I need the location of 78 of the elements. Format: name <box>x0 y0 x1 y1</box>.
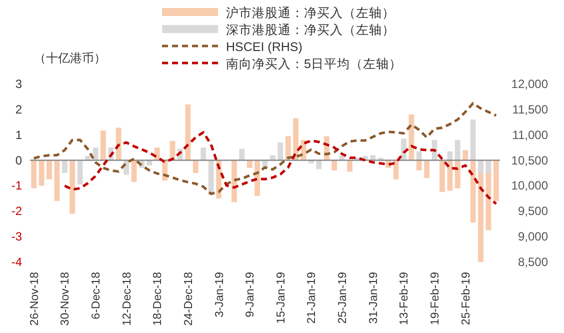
x-tick-label: 25-Feb-19 <box>460 272 472 326</box>
bar <box>454 140 460 160</box>
y-tick-label: 0 <box>15 153 22 168</box>
bar <box>316 160 322 170</box>
bar <box>231 160 237 202</box>
bar <box>278 142 284 160</box>
bar <box>62 160 68 173</box>
line-series <box>32 102 498 196</box>
y-tick-label: -4 <box>11 255 22 269</box>
bar <box>447 151 453 160</box>
x-tick-label: 13-Feb-19 <box>398 272 411 326</box>
x-tick-label: 31-Jan-19 <box>368 272 380 324</box>
bar <box>493 160 499 201</box>
legend-label: 南向净买入：5日平均（左轴） <box>226 57 402 71</box>
y2-tick-label: 10,000 <box>511 178 548 193</box>
y2-tick-label: 12,000 <box>511 77 548 91</box>
bar <box>470 120 476 160</box>
bar <box>77 160 83 184</box>
bar <box>486 160 492 173</box>
bar <box>38 160 44 186</box>
legend-label: 深市港股通：净买入（左轴） <box>226 23 395 37</box>
y-axis-title: （十亿港币） <box>34 51 106 65</box>
y2-tick-label: 11,000 <box>512 128 548 142</box>
bar <box>293 118 299 160</box>
bar <box>239 148 245 160</box>
bar <box>332 160 338 170</box>
bar <box>447 160 453 191</box>
bar <box>70 160 76 214</box>
y2-tick-label: 9,500 <box>518 204 548 218</box>
y-tick-label: 1 <box>15 128 22 142</box>
bar <box>478 160 484 173</box>
y2-tick-label: 10,500 <box>511 153 548 168</box>
y-tick-label: -3 <box>11 230 22 244</box>
y-tick-label: -1 <box>11 178 22 193</box>
bar <box>462 150 468 160</box>
y2-tick-label: 8,500 <box>518 255 548 269</box>
bar <box>46 160 52 180</box>
bar <box>116 128 122 160</box>
bar <box>424 160 430 178</box>
bar <box>192 160 198 173</box>
x-tick-label: 21-Jan-19 <box>306 272 318 324</box>
bar <box>208 160 214 196</box>
y2-tick-label: 11,500 <box>512 102 548 116</box>
x-tick-label: 30-Nov-18 <box>60 272 72 326</box>
bar <box>131 160 137 182</box>
bar <box>440 160 445 192</box>
y2-tick-label: 9,000 <box>518 230 548 244</box>
line-series <box>63 131 498 206</box>
bar <box>416 151 422 160</box>
x-tick-label: 18-Dec-18 <box>152 272 164 326</box>
x-tick-label: 3-Jan-19 <box>214 272 226 318</box>
legend-label: HSCEI (RHS) <box>226 40 302 54</box>
x-tick-label: 12-Dec-18 <box>121 272 134 326</box>
x-tick-label: 25-Jan-19 <box>337 272 350 324</box>
bar <box>285 136 291 160</box>
bar <box>31 160 37 188</box>
x-tick-label: 6-Dec-18 <box>90 272 102 320</box>
bar <box>254 160 260 196</box>
x-tick-label: 19-Feb-19 <box>430 272 442 326</box>
y-tick-label: 3 <box>15 77 22 91</box>
bar <box>270 155 276 160</box>
bar <box>200 148 206 160</box>
x-tick-label: 26-Nov-18 <box>28 272 41 326</box>
bar <box>416 160 422 170</box>
bar <box>370 155 376 160</box>
x-tick-label: 24-Dec-18 <box>182 272 195 326</box>
bar <box>454 160 460 188</box>
y-tick-label: -2 <box>11 204 22 218</box>
x-tick-label: 15-Jan-19 <box>275 272 288 324</box>
bar <box>100 130 106 160</box>
bar <box>146 160 152 166</box>
bar <box>347 160 352 172</box>
y-tick-label: 2 <box>15 102 22 116</box>
x-tick-label: 9-Jan-19 <box>244 272 257 318</box>
bar <box>246 160 252 168</box>
bar <box>408 114 414 160</box>
bar <box>54 160 60 201</box>
legend-label: 沪市港股通：净买入（左轴） <box>226 5 395 20</box>
